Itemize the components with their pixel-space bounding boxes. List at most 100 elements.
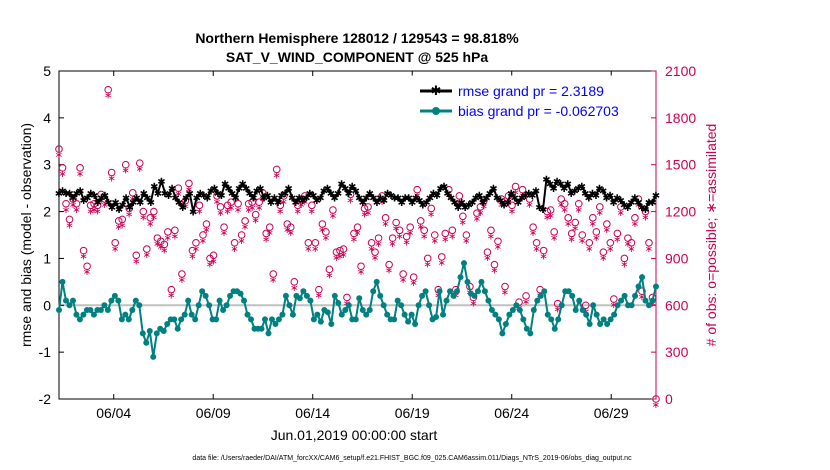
bias-point bbox=[80, 311, 87, 318]
obs-assimilated-point: ∗ bbox=[473, 214, 481, 225]
rmse-point: ✱ bbox=[373, 198, 381, 209]
bias-point bbox=[122, 311, 129, 318]
bias-point bbox=[139, 330, 146, 337]
obs-assimilated-point: ∗ bbox=[273, 170, 281, 181]
obs-possible-point bbox=[269, 270, 278, 278]
obs-possible-point bbox=[423, 254, 432, 263]
bias-point bbox=[569, 292, 576, 299]
obs-assimilated-point: ∗ bbox=[568, 234, 576, 245]
right-y-tick-label: 1200 bbox=[665, 204, 696, 220]
obs-possible-point bbox=[128, 189, 137, 197]
rmse-point: ✱ bbox=[429, 189, 437, 200]
bias-point bbox=[373, 278, 380, 285]
rmse-point: ✱ bbox=[299, 196, 307, 207]
right-y-tick-label: 900 bbox=[665, 250, 689, 266]
left-y-axis-label: rmse and bias (model - observation) bbox=[18, 123, 34, 347]
rmse-point: ✱ bbox=[627, 198, 635, 209]
bias-point bbox=[314, 311, 321, 318]
rmse-line bbox=[58, 176, 657, 212]
obs-possible-point bbox=[539, 246, 548, 255]
bias-point bbox=[412, 321, 419, 328]
obs-assimilated-point: ∗ bbox=[589, 219, 597, 230]
obs-possible-point bbox=[550, 228, 558, 236]
x-axis-label: Jun.01,2019 00:00:00 start bbox=[271, 427, 438, 443]
bias-point bbox=[380, 302, 387, 309]
obs-possible-point bbox=[325, 265, 334, 274]
bias-point bbox=[261, 316, 268, 323]
rmse-point: ✱ bbox=[253, 186, 261, 197]
obs-assimilated-point: ∗ bbox=[188, 252, 196, 263]
obs-assimilated-point: ∗ bbox=[227, 203, 235, 214]
bias-point bbox=[408, 311, 415, 318]
obs-assimilated-point: ∗ bbox=[122, 166, 130, 177]
obs-possible-point bbox=[220, 223, 228, 231]
rmse-point: ✱ bbox=[334, 189, 342, 200]
obs-assimilated-point: ∗ bbox=[455, 197, 463, 208]
rmse-point: ✱ bbox=[620, 201, 628, 212]
rmse-point: ✱ bbox=[284, 184, 292, 195]
obs-possible-point bbox=[62, 199, 70, 208]
rmse-point: ✱ bbox=[122, 194, 130, 205]
obs-possible-point bbox=[286, 223, 295, 231]
obs-assimilated-point: ∗ bbox=[427, 209, 435, 220]
rmse-point: ✱ bbox=[256, 184, 264, 195]
obs-possible-point bbox=[638, 287, 646, 296]
obs-assimilated-point: ∗ bbox=[641, 213, 649, 224]
obs-possible-point bbox=[546, 206, 555, 214]
obs-assimilated-point: ∗ bbox=[55, 150, 63, 161]
x-axis-ticks: 06/04 06/09 06/14 06/19 06/24 06/29 bbox=[96, 71, 629, 421]
obs-assimilated-point: ∗ bbox=[266, 228, 274, 239]
bias-point bbox=[331, 292, 338, 299]
obs-assimilated-point: ∗ bbox=[244, 205, 252, 216]
bias-point bbox=[618, 297, 625, 304]
rmse-point: ✱ bbox=[154, 189, 162, 200]
rmse-point: ✱ bbox=[539, 205, 547, 216]
obs-assimilated-point: ∗ bbox=[501, 288, 509, 299]
rmse-point: ✱ bbox=[210, 184, 218, 195]
obs-assimilated-point: ∗ bbox=[206, 259, 214, 270]
obs-assimilated-point: ∗ bbox=[280, 197, 288, 208]
obs-possible-point bbox=[322, 228, 330, 236]
obs-assimilated-point: ∗ bbox=[167, 291, 175, 302]
bias-point bbox=[506, 311, 513, 318]
obs-possible-point bbox=[174, 184, 183, 192]
obs-assimilated-point: ∗ bbox=[490, 266, 498, 277]
obs-assimilated-point: ∗ bbox=[448, 231, 456, 242]
obs-assimilated-point: ∗ bbox=[557, 200, 565, 211]
obs-possible-point bbox=[336, 246, 344, 255]
obs-assimilated-point: ∗ bbox=[497, 200, 505, 211]
rmse-point: ✱ bbox=[641, 205, 649, 216]
bias-point bbox=[544, 311, 551, 318]
obs-possible-point bbox=[72, 199, 81, 208]
obs-assimilated-point: ∗ bbox=[627, 244, 635, 255]
obs-possible-point bbox=[388, 234, 397, 242]
bias-point bbox=[419, 292, 426, 299]
bias-point bbox=[268, 316, 275, 323]
left-y-tick-label: 3 bbox=[43, 157, 51, 173]
obs-possible-point bbox=[567, 229, 576, 238]
rmse-point: ✱ bbox=[500, 201, 508, 212]
obs-assimilated-point: ∗ bbox=[483, 253, 491, 264]
bias-point bbox=[87, 306, 94, 313]
obs-possible-point bbox=[610, 295, 618, 303]
bias-point bbox=[69, 297, 76, 304]
bias-point bbox=[534, 297, 541, 304]
rmse-point: ✱ bbox=[306, 189, 314, 200]
obs-possible-point bbox=[374, 234, 383, 242]
rmse-point: ✱ bbox=[458, 198, 466, 209]
rmse-point: ✱ bbox=[207, 186, 215, 197]
bias-point bbox=[492, 311, 499, 318]
obs-assimilated-point: ∗ bbox=[353, 228, 361, 239]
obs-possible-point bbox=[167, 285, 176, 294]
rmse-point: ✱ bbox=[450, 198, 458, 209]
left-y-tick-label: 2 bbox=[43, 204, 51, 220]
bias-point bbox=[289, 311, 296, 318]
bias-point bbox=[76, 316, 83, 323]
rmse-point: ✱ bbox=[115, 205, 123, 216]
obs-assimilated-point: ∗ bbox=[287, 228, 295, 239]
rmse-point: ✱ bbox=[454, 203, 462, 214]
rmse-point: ✱ bbox=[228, 189, 236, 200]
obs-assimilated-point: ∗ bbox=[578, 236, 586, 247]
rmse-point: ✱ bbox=[97, 194, 105, 205]
bias-point bbox=[317, 318, 324, 325]
